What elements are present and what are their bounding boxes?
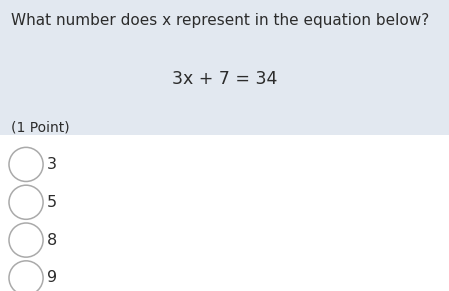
Text: 8: 8 [47,233,57,248]
FancyBboxPatch shape [0,0,449,135]
Text: (1 Point): (1 Point) [11,121,70,135]
Text: What number does x represent in the equation below?: What number does x represent in the equa… [11,13,430,28]
Text: 9: 9 [47,270,57,285]
Text: 3x + 7 = 34: 3x + 7 = 34 [172,70,277,88]
Text: 3: 3 [47,157,57,172]
Text: 5: 5 [47,195,57,210]
